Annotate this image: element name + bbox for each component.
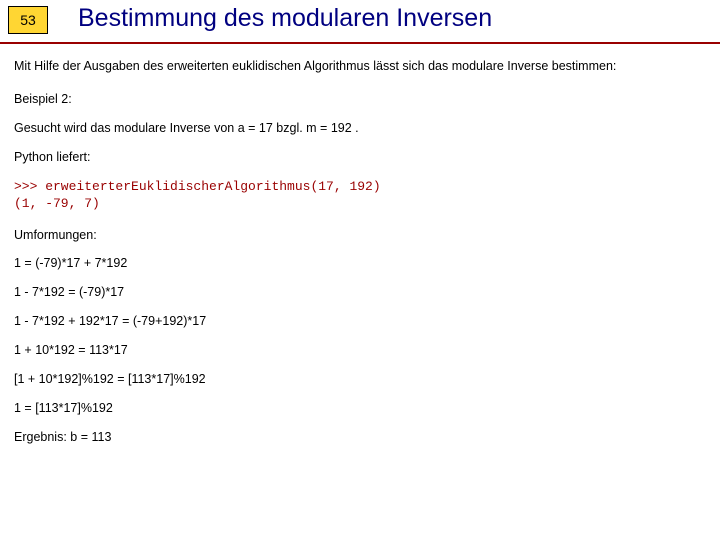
step-4: 1 + 10*192 = 113*17 bbox=[14, 342, 706, 359]
transform-label: Umformungen: bbox=[14, 227, 706, 244]
slide-title: Bestimmung des modularen Inversen bbox=[78, 4, 492, 33]
step-5: [1 + 10*192]%192 = [113*17]%192 bbox=[14, 371, 706, 388]
page-number: 53 bbox=[20, 12, 36, 28]
step-2: 1 - 7*192 = (-79)*17 bbox=[14, 284, 706, 301]
code-block: >>> erweiterterEuklidischerAlgorithmus(1… bbox=[14, 178, 706, 213]
step-6: 1 = [113*17]%192 bbox=[14, 400, 706, 417]
step-3: 1 - 7*192 + 192*17 = (-79+192)*17 bbox=[14, 313, 706, 330]
example-label: Beispiel 2: bbox=[14, 91, 706, 108]
result-text: Ergebnis: b = 113 bbox=[14, 429, 706, 446]
page-number-box: 53 bbox=[8, 6, 48, 34]
code-line-1: >>> erweiterterEuklidischerAlgorithmus(1… bbox=[14, 179, 381, 194]
python-label: Python liefert: bbox=[14, 149, 706, 166]
slide-content: Mit Hilfe der Ausgaben des erweiterten e… bbox=[0, 44, 720, 446]
intro-text: Mit Hilfe der Ausgaben des erweiterten e… bbox=[14, 58, 706, 75]
code-line-2: (1, -79, 7) bbox=[14, 196, 100, 211]
step-1: 1 = (-79)*17 + 7*192 bbox=[14, 255, 706, 272]
slide-header: 53 Bestimmung des modularen Inversen bbox=[0, 0, 720, 44]
sought-text: Gesucht wird das modulare Inverse von a … bbox=[14, 120, 706, 137]
